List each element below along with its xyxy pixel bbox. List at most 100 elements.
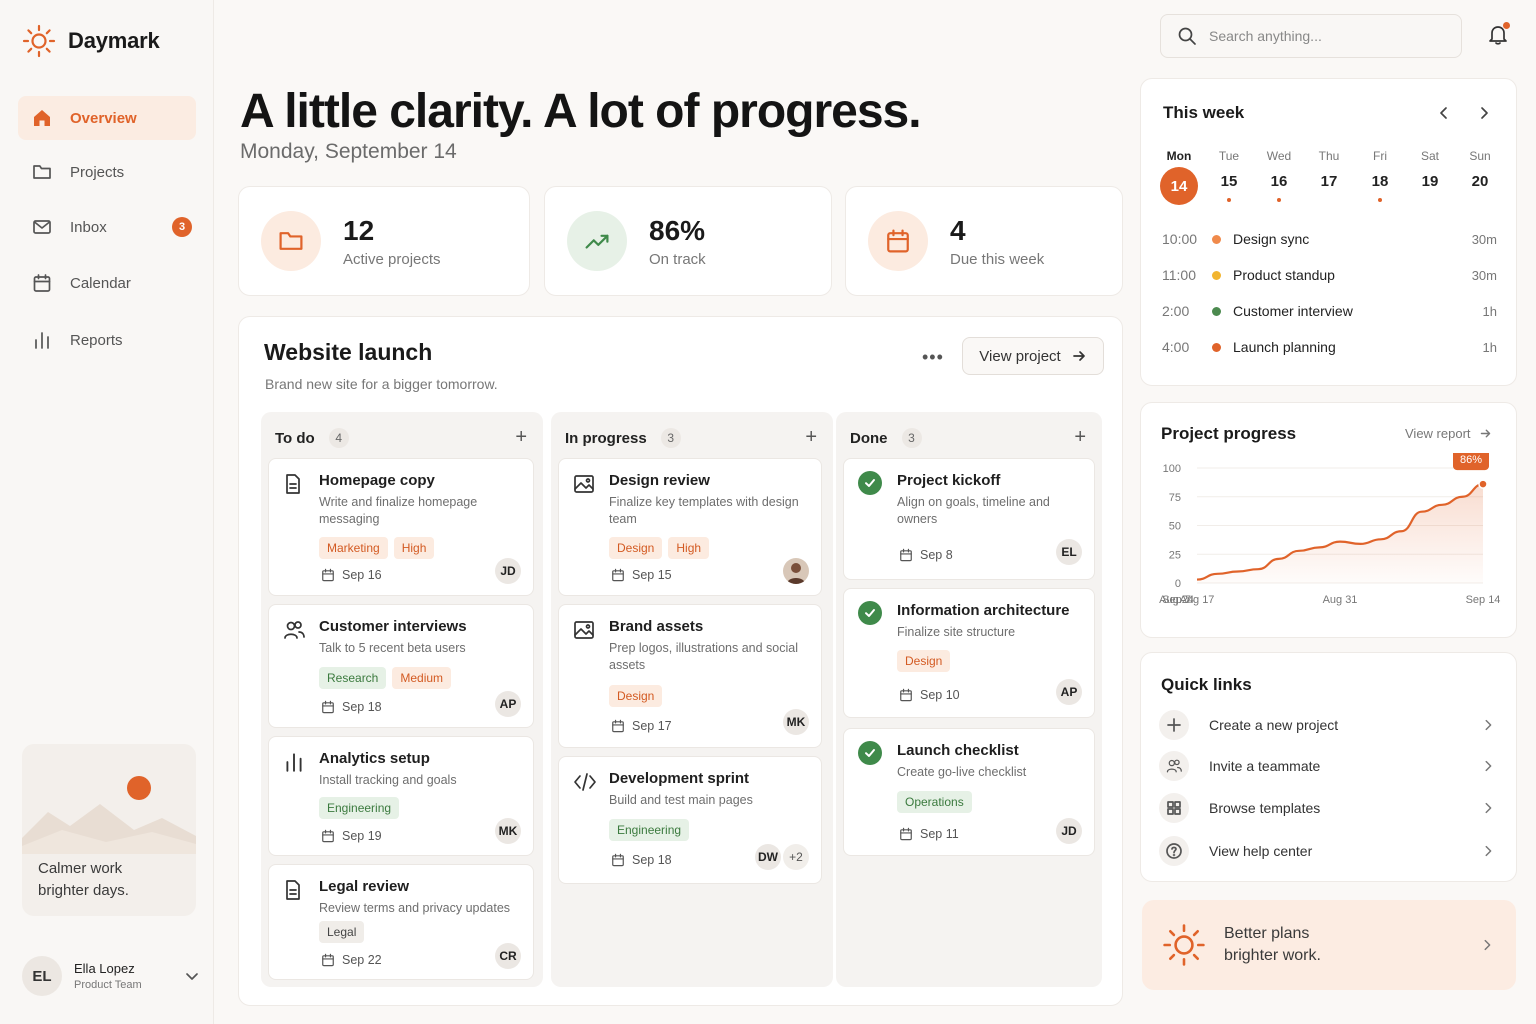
day-monday[interactable]: Mon 14: [1159, 149, 1199, 205]
card-description: Align on goals, timeline and owners: [897, 495, 1050, 526]
task-card[interactable]: Customer interviews Talk to 5 recent bet…: [268, 604, 534, 728]
assignee-avatar[interactable]: MK: [783, 709, 809, 735]
better-plans-banner[interactable]: Better plans brighter work.: [1142, 900, 1516, 990]
assignee-avatar[interactable]: DW: [755, 844, 781, 870]
task-card[interactable]: Brand assets Prep logos, illustrations a…: [558, 604, 822, 748]
column-count: 4: [328, 428, 349, 448]
quick-link-help-center[interactable]: View help center: [1159, 831, 1495, 871]
event-time: 4:00: [1162, 339, 1190, 355]
chevron-right-icon: [1485, 845, 1492, 857]
tag: Design: [897, 650, 951, 672]
bell-icon: [1489, 26, 1507, 45]
event-row[interactable]: 10:00 Design sync 30m: [1162, 231, 1497, 247]
day-name: Thu: [1318, 149, 1340, 163]
task-card[interactable]: Design review Finalize key templates wit…: [558, 458, 822, 596]
task-card[interactable]: Information architecture Finalize site s…: [843, 588, 1095, 718]
sidebar-item-label: Reports: [70, 331, 123, 349]
task-card[interactable]: Legal review Review terms and privacy up…: [268, 864, 534, 980]
grid-icon: [1159, 793, 1189, 823]
assignee-avatar[interactable]: JD: [495, 558, 521, 584]
assignee-avatar[interactable]: AP: [1056, 679, 1082, 705]
event-row[interactable]: 2:00 Customer interview 1h: [1162, 303, 1497, 319]
day-saturday[interactable]: Sat 19: [1410, 149, 1450, 190]
card-description: Write and finalize homepage messaging: [319, 495, 478, 526]
day-wednesday[interactable]: Wed 16: [1259, 149, 1299, 202]
stat-value: 12: [343, 214, 375, 246]
card-title: Development sprint: [609, 770, 750, 787]
search-bar[interactable]: Search anything...: [1160, 14, 1462, 58]
due-date-text: Sep 11: [920, 827, 959, 841]
add-card-button[interactable]: +: [805, 426, 817, 448]
due-date-text: Sep 8: [920, 548, 953, 562]
chevron-left-icon[interactable]: [1436, 105, 1452, 121]
chevron-right-icon[interactable]: [1476, 105, 1492, 121]
assignee-avatar[interactable]: AP: [495, 691, 521, 717]
column-title: Done: [850, 429, 888, 447]
chevron-down-icon: [186, 973, 198, 980]
chevron-right-icon: [1484, 939, 1491, 951]
sidebar-item-calendar[interactable]: Calendar: [18, 261, 196, 305]
assignee-avatar[interactable]: EL: [1056, 539, 1082, 565]
assignee-avatar[interactable]: JD: [1056, 818, 1082, 844]
assignee-photo-avatar[interactable]: [783, 558, 809, 584]
x-tick-label: Sep 14: [1466, 594, 1501, 606]
view-report-link[interactable]: View report: [1405, 426, 1492, 441]
users-icon: [284, 621, 305, 639]
sidebar-item-inbox[interactable]: Inbox 3: [18, 205, 196, 249]
day-name: Wed: [1266, 149, 1292, 163]
assignee-avatar[interactable]: MK: [495, 818, 521, 844]
more-options-icon[interactable]: •••: [922, 347, 944, 367]
mail-icon: [33, 220, 51, 234]
quick-link-create-project[interactable]: Create a new project: [1159, 705, 1495, 745]
stat-card-on-track: 86% On track: [544, 186, 832, 296]
task-card[interactable]: Project kickoff Align on goals, timeline…: [843, 458, 1095, 580]
due-date-text: Sep 22: [342, 953, 382, 967]
day-name: Sat: [1420, 149, 1439, 163]
task-card[interactable]: Homepage copy Write and finalize homepag…: [268, 458, 534, 596]
event-row[interactable]: 11:00 Product standup 30m: [1162, 267, 1497, 283]
quick-link-browse-templates[interactable]: Browse templates: [1159, 788, 1495, 828]
brand[interactable]: Daymark: [22, 24, 160, 58]
bar-chart-icon: [286, 753, 302, 772]
image-icon: [574, 475, 594, 493]
calendar-icon: [900, 688, 912, 702]
day-sunday[interactable]: Sun 20: [1460, 149, 1500, 190]
card-due-date: Sep 10: [899, 688, 960, 702]
task-card[interactable]: Analytics setup Install tracking and goa…: [268, 736, 534, 856]
assignee-avatar[interactable]: CR: [495, 943, 521, 969]
add-card-button[interactable]: +: [1074, 426, 1086, 448]
view-project-button[interactable]: View project: [962, 337, 1104, 375]
project-progress-panel: Project progress View report 0 25 50 75 100 A…: [1140, 402, 1517, 638]
event-row[interactable]: 4:00 Launch planning 1h: [1162, 339, 1497, 355]
y-tick-label: 50: [1169, 521, 1181, 533]
due-date-text: Sep 19: [342, 829, 382, 843]
sidebar-item-projects[interactable]: Projects: [18, 150, 196, 194]
tag: Research: [319, 667, 387, 689]
sidebar-item-overview[interactable]: Overview: [18, 96, 196, 140]
event-color-dot: [1212, 234, 1221, 244]
user-menu[interactable]: EL Ella Lopez Product Team: [22, 956, 200, 996]
calendar-icon: [900, 548, 912, 562]
calendar-icon: [33, 274, 51, 292]
task-card[interactable]: Development sprint Build and test main p…: [558, 756, 822, 884]
calendar-icon: [322, 700, 334, 714]
card-description: Review terms and privacy updates: [319, 901, 511, 915]
add-card-button[interactable]: +: [515, 426, 527, 448]
notifications-button[interactable]: [1486, 22, 1510, 46]
stat-value: 4: [950, 214, 966, 246]
more-assignees-badge[interactable]: +2: [783, 844, 809, 870]
project-title: Website launch: [264, 339, 433, 365]
day-friday[interactable]: Fri 18: [1360, 149, 1400, 202]
quick-link-label: View help center: [1209, 843, 1313, 859]
stat-icon-wrap: [868, 211, 928, 271]
promo-line-1: Calmer work: [38, 860, 123, 877]
day-tuesday[interactable]: Tue 15: [1209, 149, 1249, 202]
sidebar-item-label: Overview: [70, 109, 137, 127]
quick-link-invite-teammate[interactable]: Invite a teammate: [1159, 746, 1495, 786]
completed-check-icon: [858, 741, 882, 765]
day-thursday[interactable]: Thu 17: [1309, 149, 1349, 190]
day-name: Mon: [1166, 149, 1192, 163]
sidebar-item-reports[interactable]: Reports: [18, 318, 196, 362]
task-card[interactable]: Launch checklist Create go-live checklis…: [843, 728, 1095, 856]
